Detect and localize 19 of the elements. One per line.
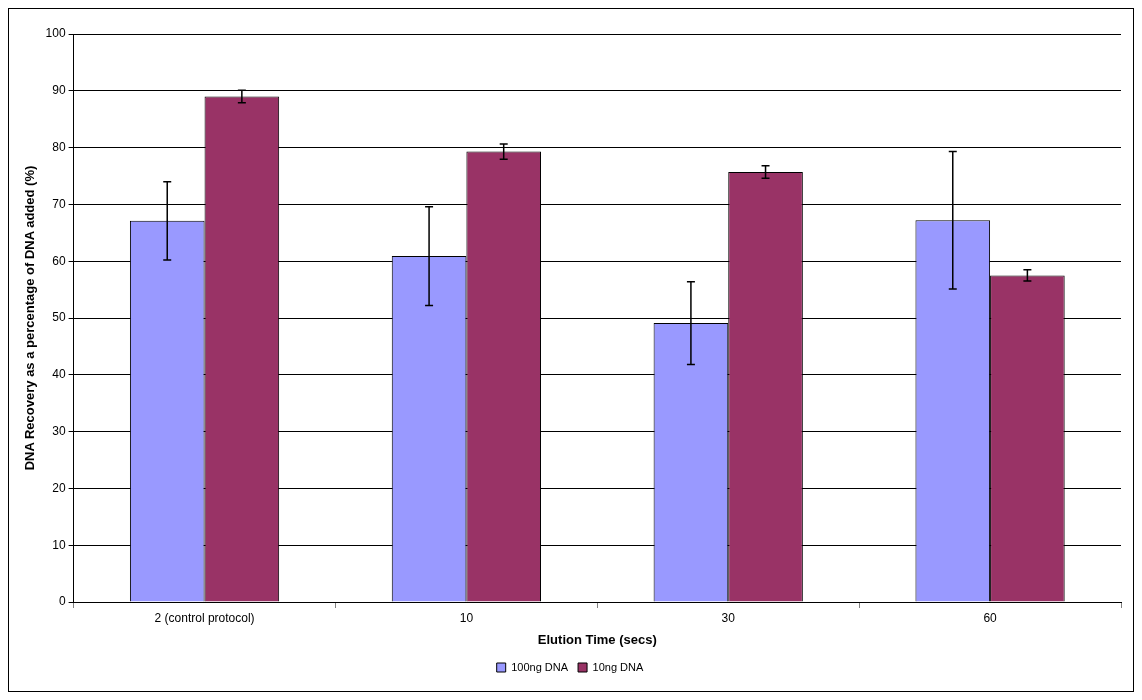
- y-tick-label: 30: [52, 423, 66, 438]
- y-tick-label: 0: [58, 594, 66, 609]
- y-tick-label: 60: [52, 253, 66, 268]
- y-tick-label: 90: [52, 83, 66, 98]
- x-tick-label: 2 (control protocol): [154, 610, 255, 625]
- legend-label: 10ng DNA: [592, 660, 644, 673]
- y-tick-label: 80: [52, 139, 66, 154]
- legend-label: 100ng DNA: [511, 660, 569, 673]
- x-tick-label: 10: [459, 610, 474, 625]
- y-tick-label: 20: [52, 480, 66, 495]
- x-tick-label: 30: [721, 610, 736, 625]
- y-tick-label: 100: [45, 26, 66, 41]
- y-tick-label: 40: [52, 367, 66, 382]
- y-tick-label: 10: [52, 537, 66, 552]
- y-tick-label: 50: [52, 310, 66, 325]
- x-axis-title: Elution Time (secs): [537, 631, 657, 647]
- y-axis-title: DNA Recovery as a percentage of DNA added (%): [22, 165, 38, 471]
- x-tick-label: 60: [983, 610, 998, 625]
- y-tick-label: 70: [52, 196, 66, 211]
